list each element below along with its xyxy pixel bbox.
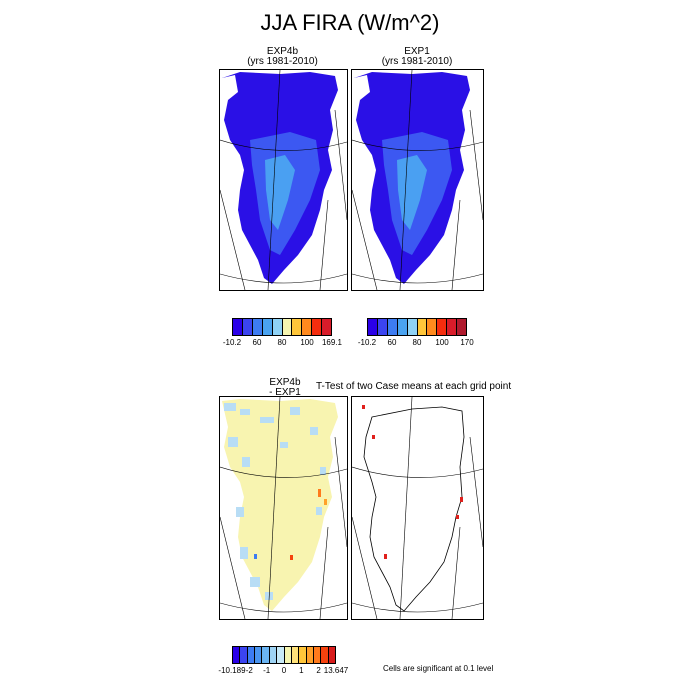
exp4b-colorbar-swatch (252, 319, 263, 335)
exp4b-panel-title: EXP4b (yrs 1981-2010) (220, 47, 345, 67)
exp4b-colorbar-swatch (292, 319, 303, 335)
diff-colorbar-swatch (299, 647, 307, 663)
exp1-colorbar-tick-label: 60 (387, 338, 397, 347)
diff-colorbar-labels: -10.189 -2 -1 0 1 2 13.647 (218, 664, 348, 676)
exp1-colorbar-tick-label: -10.2 (357, 338, 377, 347)
diff-colorbar-swatch (233, 647, 241, 663)
exp4b-colorbar-swatch (242, 319, 253, 335)
exp1-colorbar-swatch (437, 319, 448, 335)
diff-title-line1: EXP4b (269, 377, 301, 388)
diff-colorbar-swatch (240, 647, 248, 663)
exp4b-title-line1: EXP4b (266, 46, 299, 57)
exp1-colorbar-labels: -10.2 60 80 100 170 (358, 336, 474, 348)
exp4b-map-panel (219, 69, 348, 291)
graticule-ttest (352, 397, 483, 619)
diff-colorbar-swatch (262, 647, 270, 663)
exp4b-colorbar-tick-label: 100 (300, 338, 314, 347)
exp4b-colorbar-tick-label: 169.1 (321, 338, 343, 347)
exp1-colorbar-tick-label: 100 (435, 338, 449, 347)
diff-colorbar-swatch (247, 647, 256, 663)
greenland-land-exp1 (354, 72, 470, 284)
exp1-panel-title: EXP1 (yrs 1981-2010) (352, 47, 482, 67)
diff-map-panel (219, 396, 348, 620)
diff-colorbar-tick-label: -2 (245, 666, 253, 675)
exp1-title-line2: (yrs 1981-2010) (381, 56, 453, 67)
exp4b-colorbar-tick-label: 80 (277, 338, 287, 347)
exp1-colorbar-swatch (387, 319, 398, 335)
exp1-colorbar-swatch (447, 319, 458, 335)
exp1-colorbar-swatch (417, 319, 428, 335)
diff-colorbar-swatch (321, 647, 329, 663)
exp4b-colorbar-tick-label: -10.2 (222, 338, 242, 347)
exp1-colorbar-swatch (377, 319, 388, 335)
exp1-colorbar-swatch (368, 319, 378, 335)
exp1-title-line1: EXP1 (404, 46, 430, 57)
significance-note: Cells are significant at 0.1 level (383, 664, 494, 673)
page-title: JJA FIRA (W/m^2) (260, 10, 440, 35)
exp1-map-panel (351, 69, 484, 291)
exp1-colorbar-swatch (407, 319, 418, 335)
exp4b-colorbar-swatch (322, 319, 332, 335)
diff-colorbar-swatch (277, 647, 285, 663)
exp4b-map (220, 70, 347, 290)
exp1-colorbar-tick-label: 80 (412, 338, 422, 347)
diff-colorbar-tick-label: 13.647 (323, 666, 349, 675)
diff-title-line2: - EXP1 (269, 387, 301, 398)
exp1-colorbar: -10.2 60 80 100 170 (358, 318, 474, 348)
greenland-land-exp4b (222, 72, 338, 284)
exp4b-colorbar-swatch (262, 319, 273, 335)
diff-colorbar-swatch (306, 647, 314, 663)
exp4b-colorbar-swatch (233, 319, 243, 335)
exp4b-colorbar-swatch (282, 319, 293, 335)
graticule-exp4b (220, 70, 347, 290)
exp4b-colorbar-labels: -10.2 60 80 100 169.1 (223, 336, 342, 348)
exp4b-colorbar-swatch (312, 319, 323, 335)
greenland-land-diff (222, 399, 338, 611)
diff-panel-title: EXP4b - EXP1 (250, 378, 320, 398)
diff-colorbar-swatch (291, 647, 300, 663)
graticule-exp1 (352, 70, 483, 290)
exp1-colorbar-swatch (397, 319, 408, 335)
exp4b-colorbar-swatch (302, 319, 313, 335)
exp1-colorbar-swatch (457, 319, 467, 335)
graticule-diff (220, 397, 347, 619)
diff-colorbar-tick-label: 2 (316, 666, 321, 675)
diff-colorbar-swatch (328, 647, 336, 663)
diff-colorbar-tick-label: 1 (299, 666, 304, 675)
diff-colorbar-swatches (232, 646, 336, 664)
diff-map (220, 397, 347, 619)
exp4b-colorbar-swatches (232, 318, 332, 336)
ttest-map (352, 397, 483, 619)
exp1-colorbar-swatches (367, 318, 467, 336)
diff-colorbar-swatch (269, 647, 278, 663)
exp4b-colorbar-tick-label: 60 (252, 338, 262, 347)
diff-colorbar-tick-label: -10.189 (218, 666, 246, 675)
exp1-colorbar-tick-label: 170 (460, 338, 474, 347)
exp1-colorbar-swatch (427, 319, 438, 335)
diff-colorbar: -10.189 -2 -1 0 1 2 13.647 (218, 646, 348, 676)
greenland-outline-ttest (362, 405, 465, 612)
exp4b-colorbar: -10.2 60 80 100 169.1 (223, 318, 342, 348)
diff-colorbar-swatch (313, 647, 322, 663)
exp1-map (352, 70, 483, 290)
ttest-panel-title: T-Test of two Case means at each grid po… (316, 381, 512, 392)
diff-colorbar-swatch (255, 647, 263, 663)
ttest-map-panel (351, 396, 484, 620)
exp4b-title-line2: (yrs 1981-2010) (247, 56, 318, 67)
diff-colorbar-tick-label: 0 (281, 666, 287, 675)
diff-colorbar-swatch (284, 647, 292, 663)
diff-colorbar-tick-label: -1 (263, 666, 271, 675)
exp4b-colorbar-swatch (272, 319, 283, 335)
